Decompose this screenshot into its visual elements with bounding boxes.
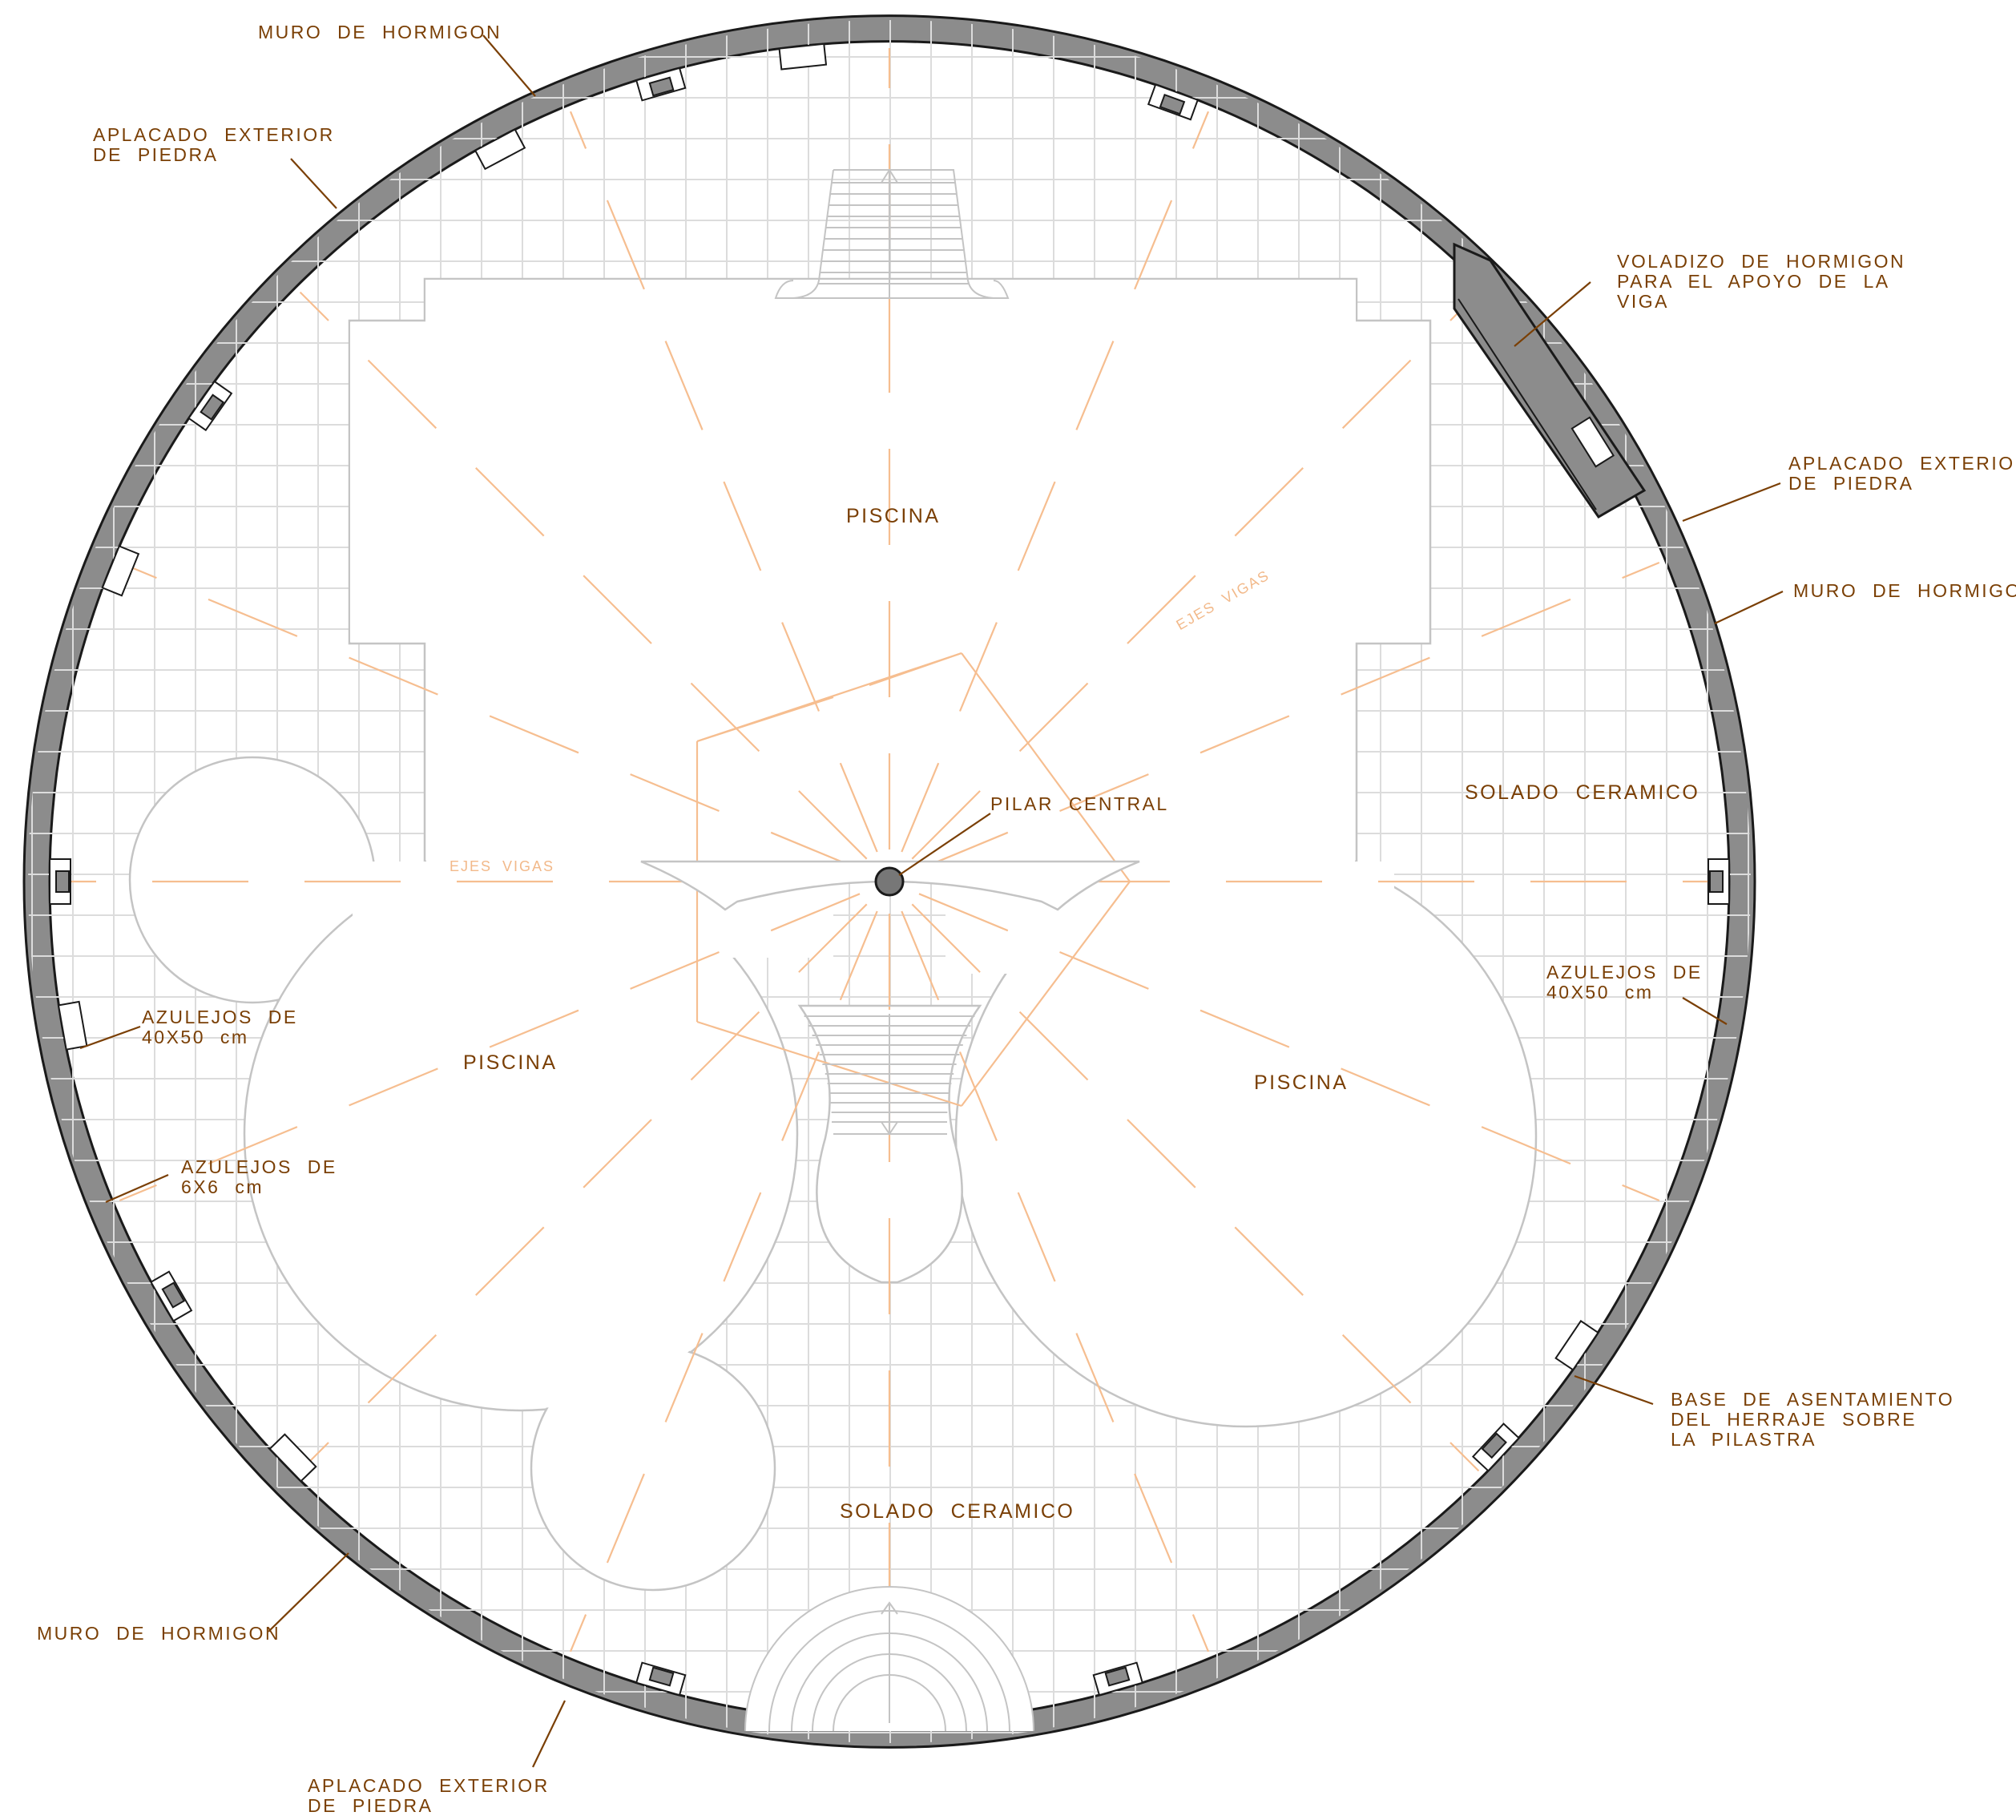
concrete-cantilever [1453,242,1647,519]
room-label-floor-right: SOLADO CERAMICO [1465,781,1700,804]
pilaster-bases [49,42,1730,1697]
axis-label-horizontal: EJES VIGAS [450,858,555,874]
callout-azulejos-right: AZULEJOS DE 40X50 cm [1546,962,1703,1003]
room-label-pool-right: PISCINA [1254,1071,1349,1094]
top-staircase [774,168,1010,299]
callout-aplacado-right: APLACADO EXTERIOR DE PIEDRA [1788,453,2016,494]
leader-lines [79,34,1784,1768]
room-label-pool-top: PISCINA [846,505,941,527]
callout-aplacado-bottom: APLACADO EXTERIOR DE PIEDRA [308,1775,550,1816]
bottom-staircase [800,1005,980,1136]
callout-muro-right: MURO DE HORMIGON [1793,580,2016,601]
callout-azulejos-left-6: AZULEJOS DE 6X6 cm [181,1156,337,1197]
room-label-floor-bottom: SOLADO CERAMICO [840,1500,1075,1523]
central-pillar [874,866,905,897]
callout-azulejos-left-40: AZULEJOS DE 40X50 cm [142,1007,298,1047]
room-label-pool-left: PISCINA [463,1051,558,1074]
callout-aplacado-top-left: APLACADO EXTERIOR DE PIEDRA [93,124,335,165]
callout-voladizo: VOLADIZO DE HORMIGON PARA EL APOYO DE LA… [1617,251,1906,312]
callout-pilar-central: PILAR CENTRAL [990,793,1169,814]
callout-muro-bottom-left: MURO DE HORMIGON [37,1623,281,1644]
callout-muro-top: MURO DE HORMIGON [258,22,502,42]
callout-base-asentamiento: BASE DE ASENTAMIENTO DEL HERRAJE SOBRE L… [1671,1389,1955,1450]
